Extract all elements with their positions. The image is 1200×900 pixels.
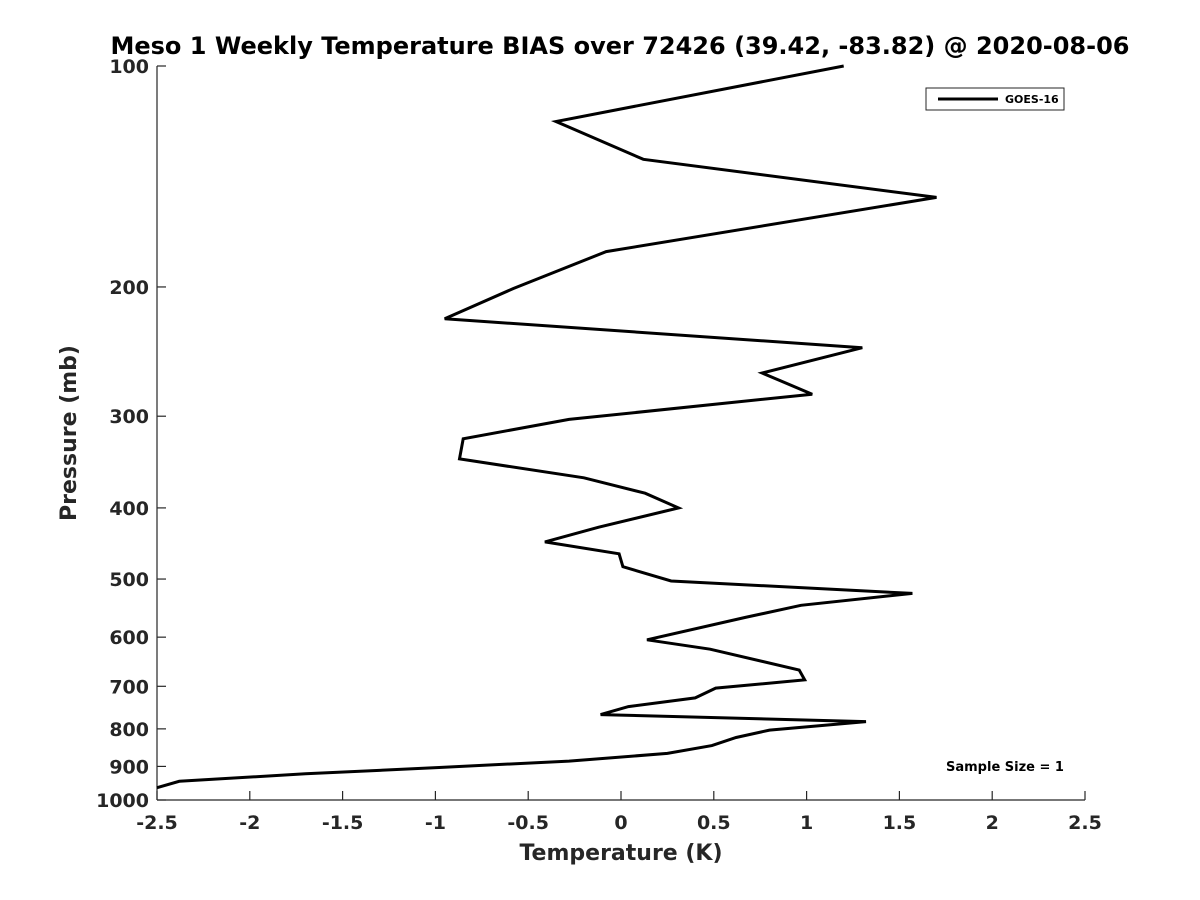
legend: GOES-16 bbox=[925, 87, 1065, 111]
x-axis-ticks: -2.5 -2 -1.5 -1 -0.5 0 0.5 1 1.5 2 2.5 bbox=[136, 791, 1102, 834]
x-tick-label: -2.5 bbox=[136, 812, 178, 834]
x-tick-label: 0 bbox=[614, 812, 627, 834]
y-tick-label: 500 bbox=[109, 569, 149, 591]
y-tick-label: 400 bbox=[109, 498, 149, 520]
x-tick-label: 2.5 bbox=[1068, 812, 1102, 834]
y-tick-label: 700 bbox=[109, 676, 149, 698]
y-tick-label: 1000 bbox=[96, 790, 149, 812]
x-axis-label: Temperature (K) bbox=[519, 841, 722, 866]
sample-size-annotation: Sample Size = 1 bbox=[946, 760, 1064, 775]
x-tick-label: 1 bbox=[800, 812, 813, 834]
y-tick-label: 200 bbox=[109, 277, 149, 299]
x-tick-label: 1.5 bbox=[883, 812, 917, 834]
series-line-goes-16 bbox=[156, 64, 937, 790]
y-axis-ticks: 100 200 300 400 500 600 700 800 900 1000 bbox=[96, 56, 166, 812]
y-tick-label: 600 bbox=[109, 627, 149, 649]
x-tick-label: -1.5 bbox=[322, 812, 364, 834]
y-tick-label: 300 bbox=[109, 406, 149, 428]
x-tick-label: 2 bbox=[986, 812, 999, 834]
y-tick-label: 800 bbox=[109, 719, 149, 741]
x-tick-label: -1 bbox=[425, 812, 446, 834]
chart-title: Meso 1 Weekly Temperature BIAS over 7242… bbox=[110, 32, 1129, 60]
legend-label-goes-16: GOES-16 bbox=[1005, 93, 1059, 106]
x-tick-label: 0.5 bbox=[697, 812, 731, 834]
y-axis-label: Pressure (mb) bbox=[57, 345, 82, 521]
x-tick-label: -0.5 bbox=[507, 812, 549, 834]
y-tick-label: 900 bbox=[109, 756, 149, 778]
y-tick-label: 100 bbox=[109, 56, 149, 78]
x-tick-label: -2 bbox=[239, 812, 260, 834]
